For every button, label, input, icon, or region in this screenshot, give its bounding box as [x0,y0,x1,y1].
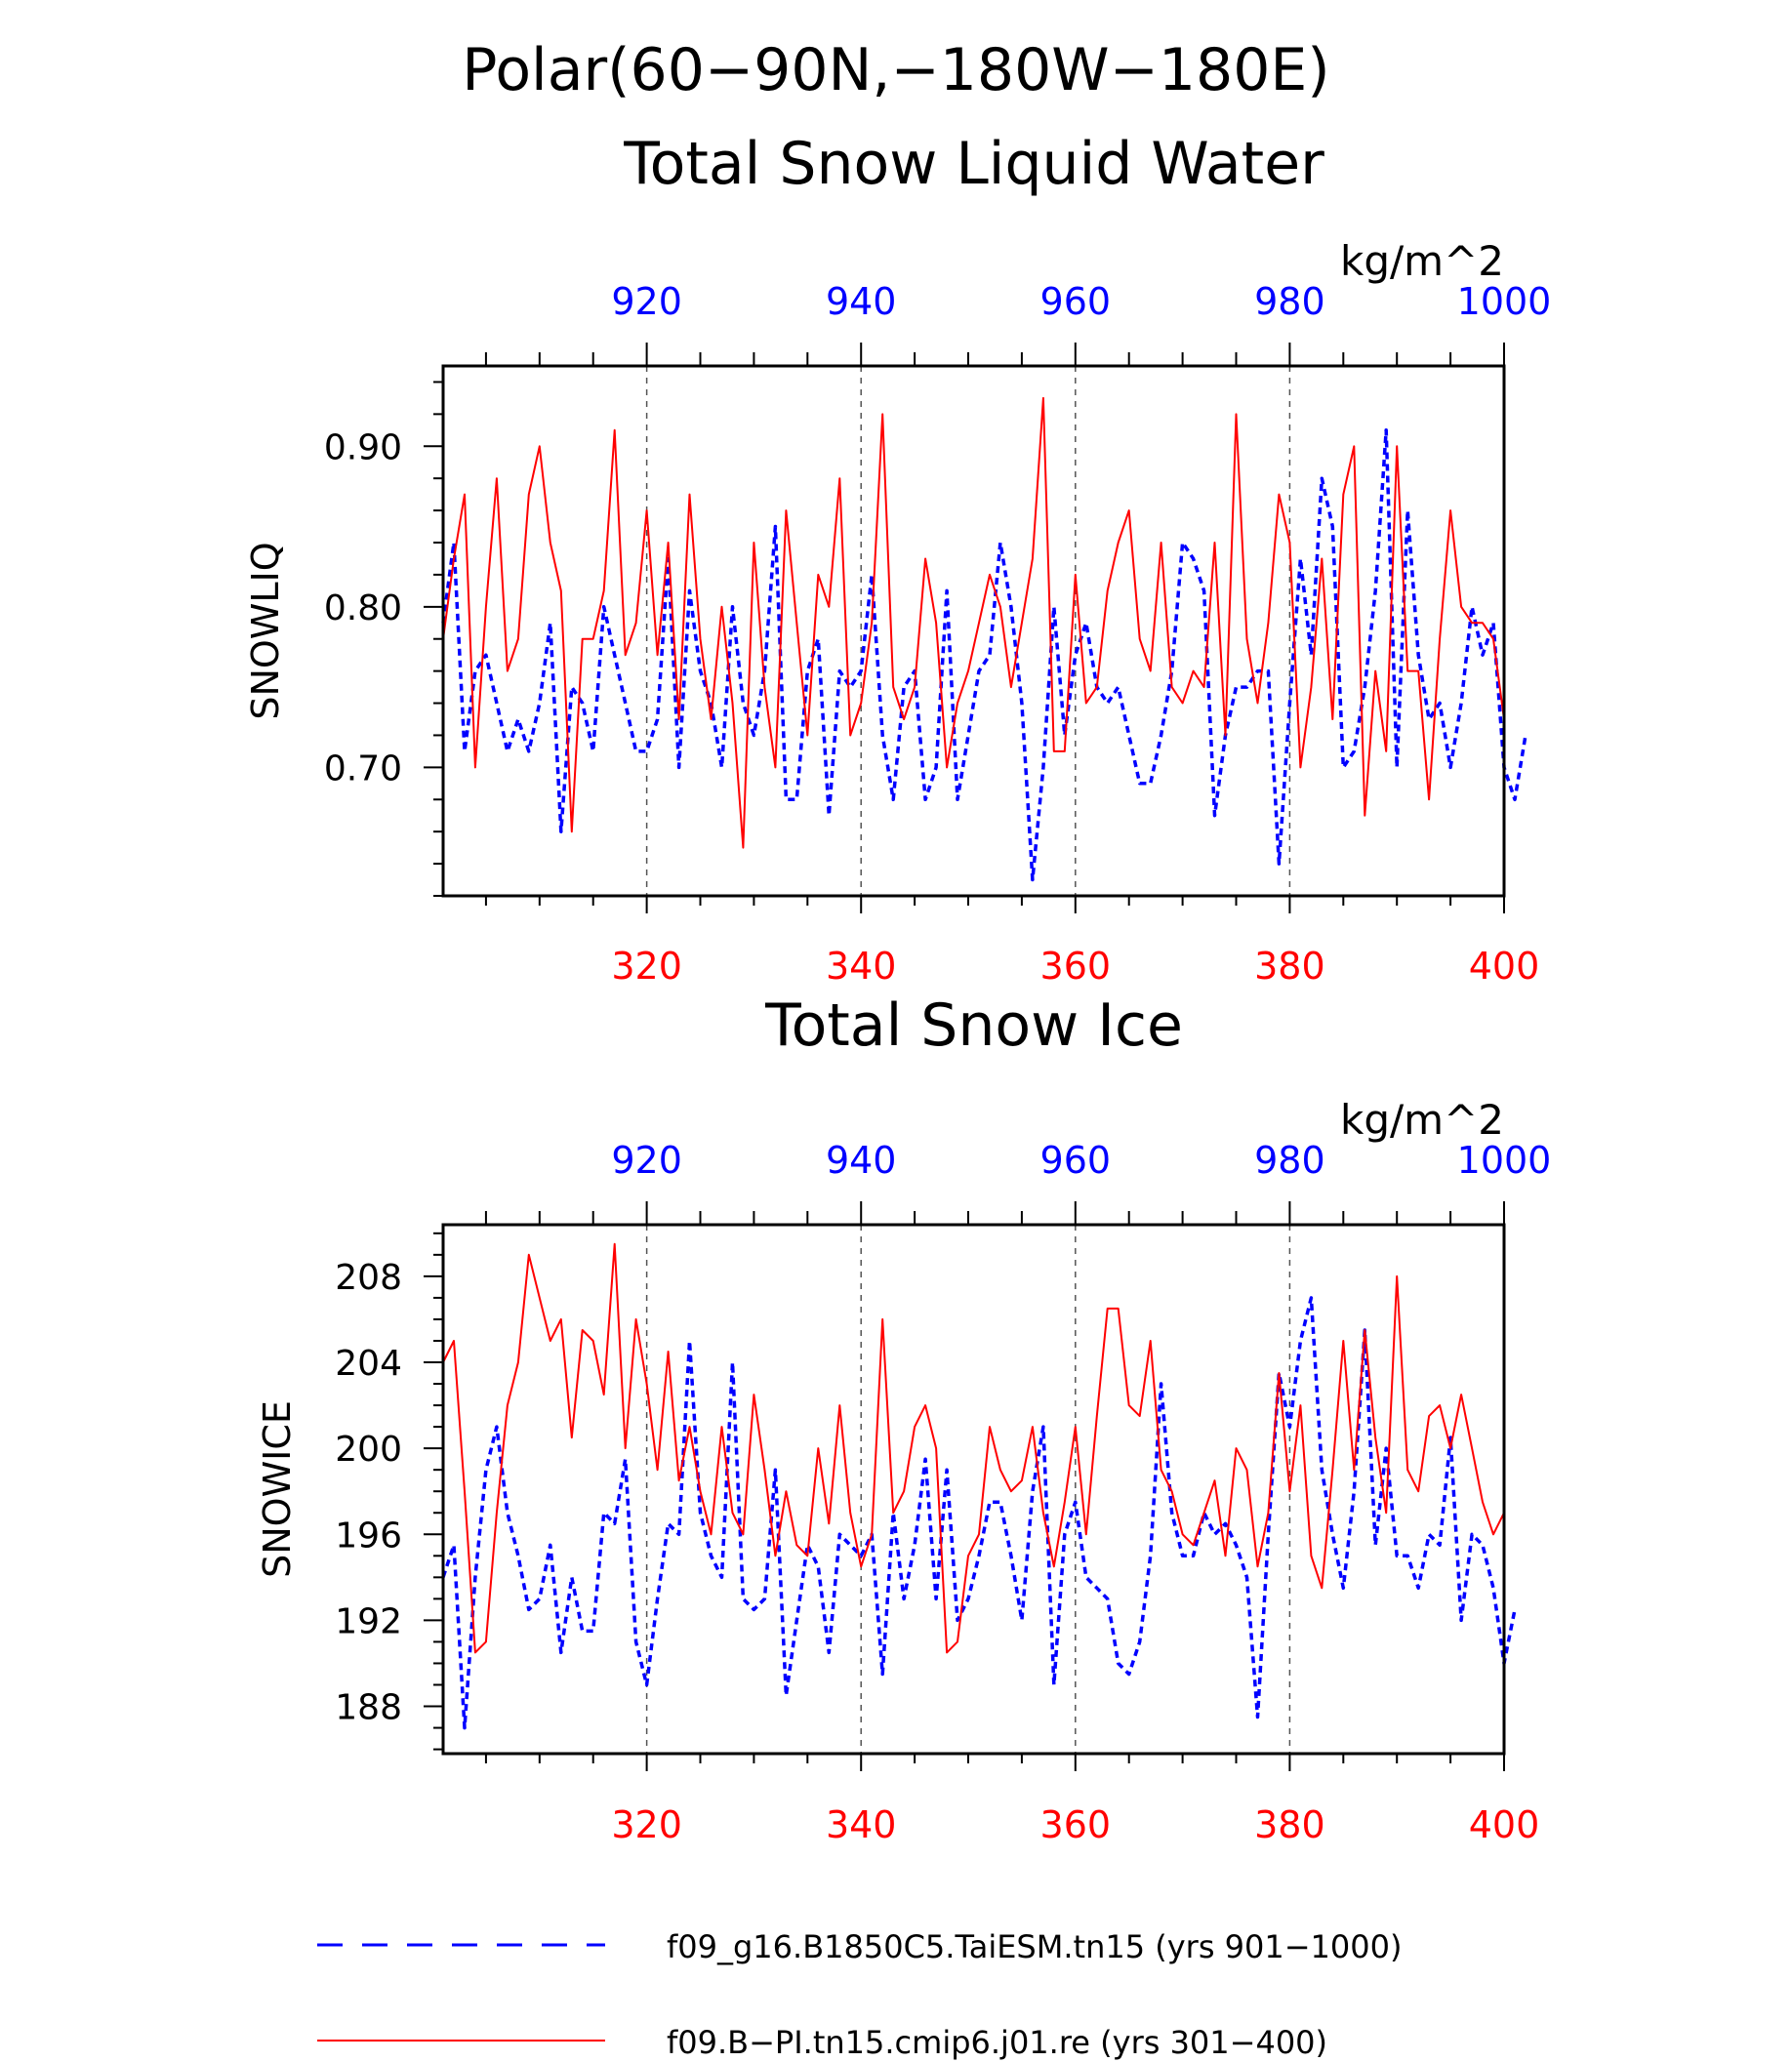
x-bottom-tick-label: 340 [826,1803,897,1846]
panel-title: Total Snow Liquid Water [623,130,1324,198]
y-tick-label: 0.80 [324,588,402,628]
x-bottom-tick-label: 320 [611,1803,682,1846]
series-line-cmip6 [442,1242,1505,1654]
y-tick-label: 0.90 [324,427,402,467]
x-bottom-tick-label: 340 [826,945,897,988]
panel-snowice: Total Snow Ice kg/m^2 SNOWICE 188 192 196 200 2… [256,991,1551,1846]
x-top-tick-label: 920 [611,280,682,323]
y-tick-label: 188 [335,1688,402,1728]
plot-frame [441,1223,1506,1756]
x-top-tick-label: 920 [611,1139,682,1182]
y-tick-label: 204 [335,1344,402,1384]
y-tick-label: 192 [335,1601,402,1641]
y-axis-label: SNOWLIQ [244,542,287,719]
units-label: kg/m^2 [1340,1096,1504,1144]
y-tick-label: 0.70 [324,748,402,788]
x-top-tick-label: 940 [826,280,897,323]
y-tick-label: 196 [335,1516,402,1556]
x-bottom-tick-label: 360 [1040,1803,1112,1846]
y-tick-label: 200 [335,1430,402,1470]
x-bottom-tick-label: 400 [1469,1803,1540,1846]
panel-snowliq: Total Snow Liquid Water kg/m^2 SNOWLIQ 0.70… [244,130,1551,988]
x-bottom-tick-label: 360 [1040,945,1112,988]
x-top-tick-label: 980 [1254,280,1325,323]
legend-label-cmip6: f09.B−PI.tn15.cmip6.j01.re (yrs 301−400) [667,2024,1327,2061]
x-top-tick-label: 980 [1254,1139,1325,1182]
plot-frame [441,364,1506,898]
x-top-tick-label: 1000 [1457,280,1552,323]
legend-label-taiesm: f09_g16.B1850C5.TaiESM.tn15 (yrs 901−100… [667,1928,1402,1965]
x-bottom-tick-label: 400 [1469,945,1540,988]
units-label: kg/m^2 [1340,237,1504,285]
x-top-tick-label: 960 [1040,1139,1112,1182]
y-axis-label: SNOWICE [256,1400,299,1578]
x-top-tick-label: 960 [1040,280,1112,323]
x-top-tick-label: 940 [826,1139,897,1182]
series-line-taiesm [441,428,1527,882]
x-bottom-tick-label: 380 [1254,945,1325,988]
series-line-cmip6 [442,396,1505,849]
x-top-tick-label: 1000 [1457,1139,1552,1182]
x-bottom-tick-label: 380 [1254,1803,1325,1846]
figure-title: Polar(60−90N,−180W−180E) [462,36,1329,104]
x-bottom-tick-label: 320 [611,945,682,988]
panel-title: Total Snow Ice [764,991,1183,1060]
series-line-taiesm [441,1296,1517,1730]
legend: f09_g16.B1850C5.TaiESM.tn15 (yrs 901−100… [317,1928,1402,2061]
y-tick-label: 208 [335,1258,402,1298]
